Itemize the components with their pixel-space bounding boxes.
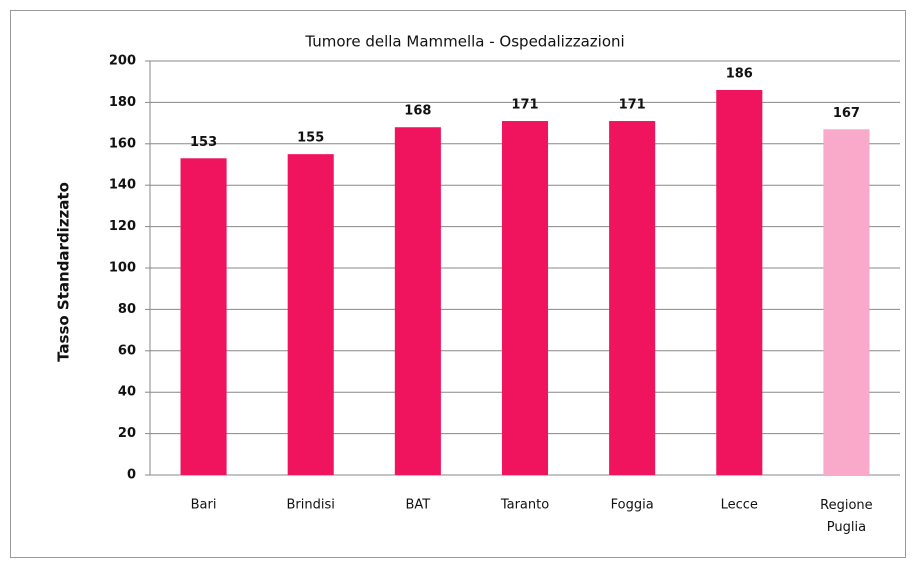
y-tick-label: 120: [109, 219, 136, 234]
data-label: 167: [833, 106, 860, 121]
y-tick-label: 40: [118, 385, 136, 400]
x-tick-label-line: Regione: [820, 498, 873, 513]
y-tick-label: 100: [109, 261, 136, 276]
x-tick-label: Taranto: [500, 498, 549, 513]
data-label: 155: [297, 131, 324, 146]
y-tick-label: 200: [109, 54, 136, 69]
bar: [394, 127, 441, 476]
data-label: 171: [619, 98, 646, 113]
bar: [716, 89, 763, 475]
x-tick-label: Brindisi: [287, 498, 335, 513]
y-tick-label: 20: [118, 426, 136, 441]
x-tick-label: Regione Puglia: [820, 498, 873, 535]
bar: [287, 154, 334, 475]
data-label: 186: [726, 66, 753, 81]
y-tick-label: 60: [118, 343, 136, 358]
data-label: 168: [404, 104, 431, 119]
x-tick-label: Foggia: [611, 498, 654, 513]
x-tick-label: Lecce: [721, 498, 758, 513]
bar: [501, 121, 549, 475]
data-label: 171: [511, 98, 538, 113]
y-tick-label: 160: [109, 136, 136, 151]
chart-title: Tumore della Mammella - Ospedalizzazioni: [304, 33, 624, 51]
y-tick-label: 0: [127, 468, 136, 483]
y-tick-label: 180: [109, 95, 136, 110]
x-tick-label: Bari: [191, 498, 217, 513]
x-tick-label-line: Puglia: [827, 520, 866, 535]
y-tick-label: 140: [109, 178, 136, 193]
x-tick-label: BAT: [405, 498, 430, 513]
data-label: 153: [190, 135, 217, 150]
bar: [180, 158, 227, 476]
bar: [609, 121, 656, 475]
bar: [823, 129, 870, 475]
y-axis-label: Tasso Standardizzato: [55, 182, 73, 362]
y-tick-label: 80: [118, 302, 136, 317]
